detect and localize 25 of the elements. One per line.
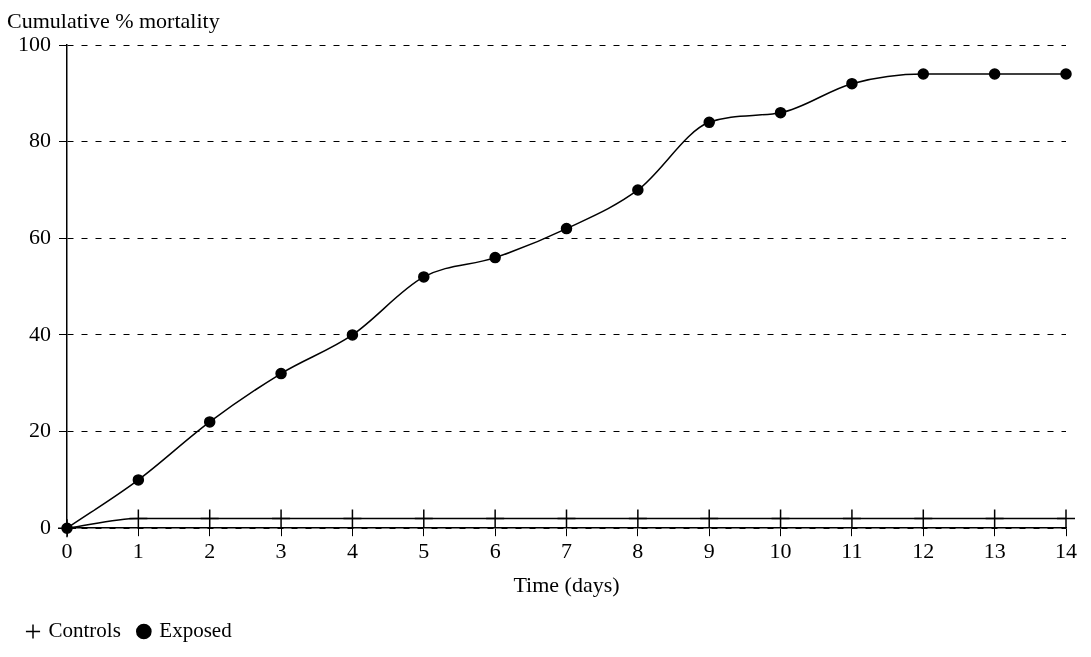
- x-tick-label: 0: [61, 538, 73, 564]
- x-tick-label: 12: [912, 538, 935, 564]
- y-tick-label: 60: [29, 224, 51, 250]
- x-tick-label: 9: [703, 538, 715, 564]
- y-tick-label: 40: [29, 320, 51, 346]
- x-tick-label: 13: [983, 538, 1006, 564]
- x-tick-label: 1: [132, 538, 144, 564]
- y-tick-label: 100: [18, 30, 51, 56]
- x-tick-label: 7: [561, 538, 572, 564]
- x-tick-label: 2: [204, 538, 216, 564]
- y-tick-label: 80: [29, 127, 51, 153]
- x-tick-label: 10: [769, 538, 792, 564]
- x-axis-title: Time (days): [513, 571, 620, 597]
- x-tick-label: 14: [1055, 538, 1077, 564]
- x-tick-label: 6: [489, 538, 501, 564]
- x-tick-label: 3: [275, 538, 287, 564]
- y-tick-label: 0: [40, 513, 51, 539]
- legend-label: Exposed: [159, 618, 233, 643]
- y-tick-label: 20: [29, 417, 51, 443]
- x-tick-label: 4: [346, 538, 358, 564]
- x-tick-label: 5: [418, 538, 430, 564]
- y-axis-title: Cumulative % mortality: [7, 7, 220, 33]
- x-tick-label: 11: [841, 538, 863, 564]
- x-tick-label: 8: [632, 538, 644, 564]
- legend-label: Controls: [48, 618, 121, 643]
